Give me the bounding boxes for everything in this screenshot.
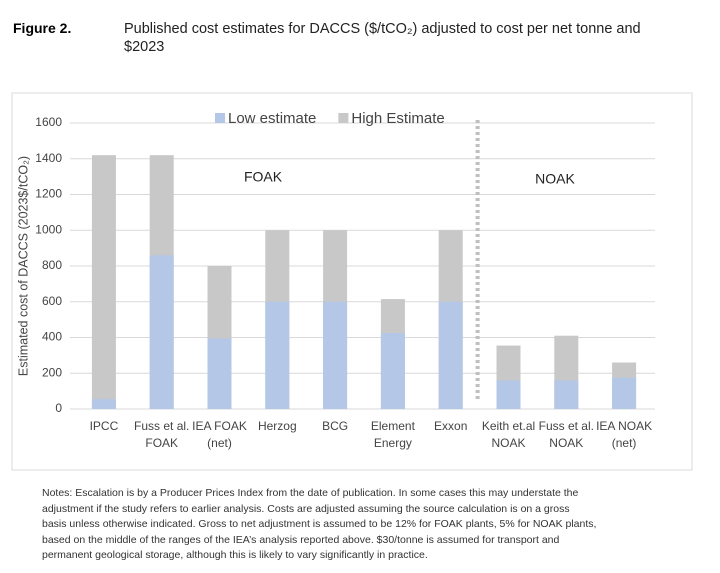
note-line: Notes: Escalation is by a Producer Price… [42,487,579,499]
x-tick-label: (net) [612,436,637,450]
annotation: FOAK [244,169,283,185]
figure-label: Figure 2. [13,20,72,36]
bar [612,377,637,409]
x-tick-label: Element [371,419,416,433]
bar [91,155,116,409]
legend-label: High Estimate [351,110,444,127]
legend-label: Low estimate [228,110,316,127]
bar [323,301,348,409]
x-tick-label: IPCC [90,419,119,433]
y-tick-label: 200 [42,365,62,379]
bar [380,333,405,409]
x-tick-label: IEA FOAK [192,419,247,433]
x-tick-label: IEA NOAK [596,419,652,433]
y-tick-label: 1600 [35,115,62,129]
note-line: basis unless otherwise indicated. Gross … [42,518,597,530]
x-tick-label: NOAK [491,436,525,450]
bar [91,399,116,409]
annotation: NOAK [535,171,575,187]
x-tick-label: (net) [207,436,232,450]
bar [149,255,174,409]
x-tick-label: Exxon [434,419,467,433]
x-tick-label: BCG [322,419,348,433]
legend-swatch [338,113,349,123]
x-tick-label: Fuss et al. [539,419,594,433]
bar [265,301,290,409]
y-tick-label: 0 [55,401,62,415]
notes: Notes: Escalation is by a Producer Price… [42,486,596,564]
y-axis-label: Estimated cost of DACCS (2023$/tCO₂) [16,156,30,376]
y-tick-label: 1000 [35,222,62,236]
x-tick-label: Keith et.al [482,419,535,433]
x-tick-label: FOAK [145,436,178,450]
y-tick-label: 1400 [35,151,62,165]
x-tick-label: Fuss et al. [134,419,189,433]
note-line: permanent geological storage, although t… [42,549,428,561]
x-tick-label: Energy [374,436,412,450]
note-line: based on the middle of the ranges of the… [42,533,560,546]
x-tick-label: Herzog [258,419,297,433]
chart-frame [11,92,693,471]
x-tick-label: NOAK [549,436,583,450]
y-tick-label: 600 [42,294,62,308]
bar [554,380,579,409]
y-tick-label: 400 [42,330,62,344]
legend-swatch [215,113,225,123]
bar [438,301,463,409]
chart-title: Published cost estimates for DACCS ($/tC… [124,21,641,55]
y-tick-label: 800 [42,258,62,272]
y-tick-label: 1200 [35,187,62,201]
bar [496,380,521,409]
bar [207,338,232,409]
note-line: adjustment if the study refers to earlie… [42,502,570,515]
